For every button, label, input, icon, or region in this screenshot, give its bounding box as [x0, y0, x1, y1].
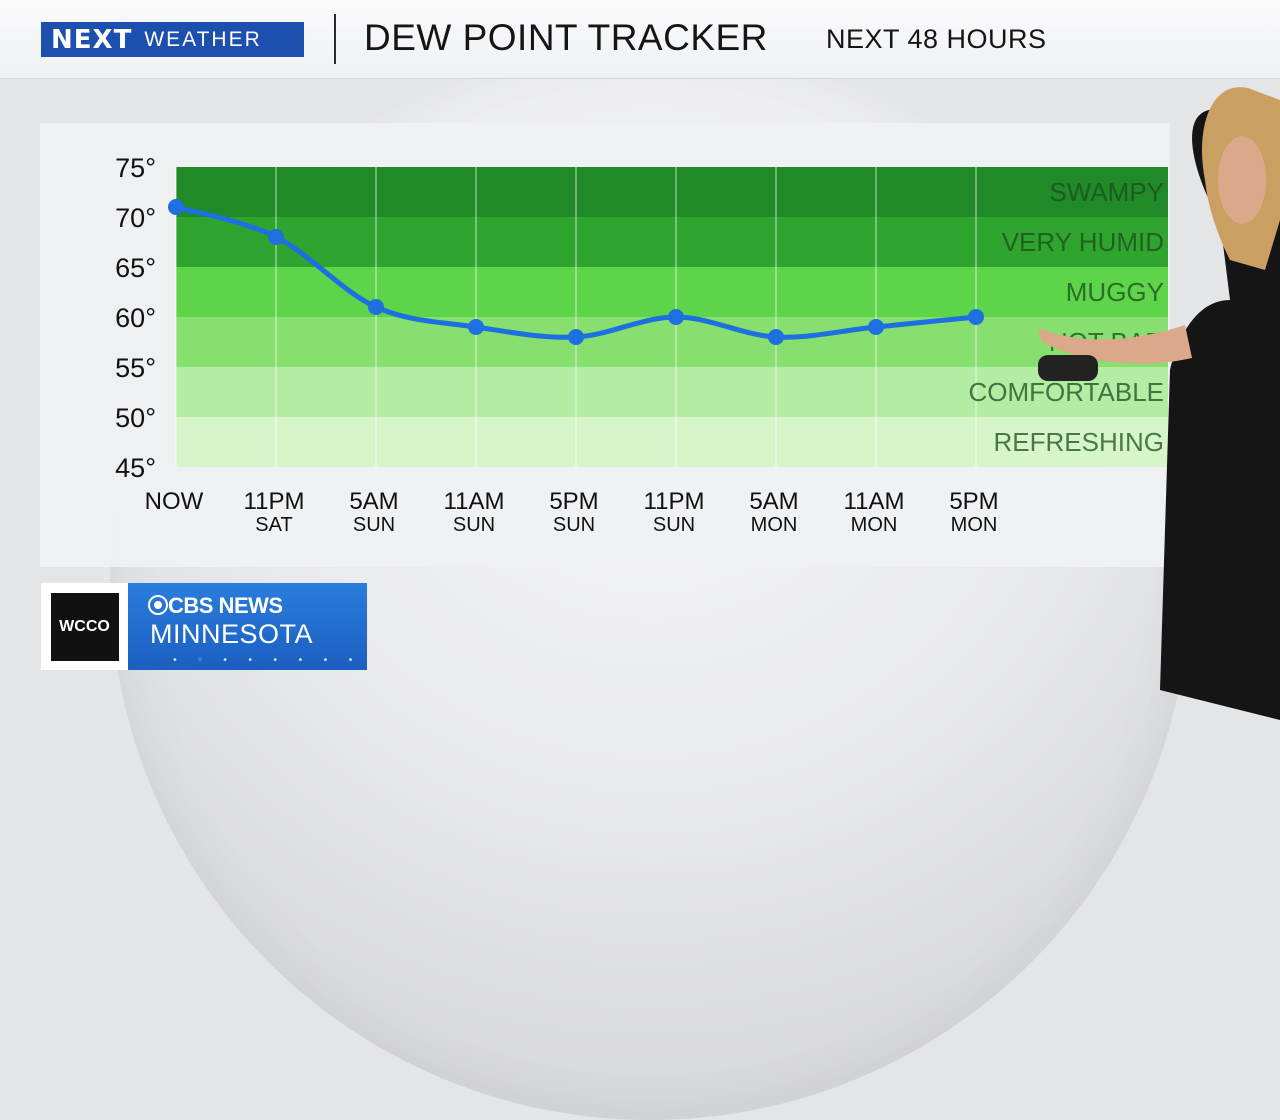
data-point	[168, 199, 184, 215]
band-label: COMFORTABLE	[968, 377, 1164, 407]
x-tick-time: 5PM	[549, 488, 598, 515]
data-point	[968, 309, 984, 325]
decorative-dots: • ◦ • • • • • •	[172, 655, 362, 666]
band-label: SWAMPY	[1049, 177, 1164, 207]
wcco-logo: WCCO	[50, 592, 119, 661]
logo-weather-text: WEATHER	[144, 27, 262, 51]
presenter-figure	[1038, 87, 1280, 720]
band-refreshing	[176, 417, 1168, 467]
header-divider	[334, 14, 336, 64]
data-point	[768, 329, 784, 345]
next-weather-logo: NEXT WEATHER	[41, 22, 304, 57]
x-tick-day: SUN	[353, 514, 395, 536]
y-tick-label: 50°	[115, 403, 156, 433]
x-tick-time: 11AM	[844, 488, 905, 515]
page-subtitle: NEXT 48 HOURS	[826, 24, 1047, 54]
band-very-humid	[176, 217, 1168, 267]
x-tick-day: SUN	[653, 514, 695, 536]
band-muggy	[176, 267, 1168, 317]
x-tick-time: 5AM	[749, 488, 798, 515]
x-tick-time: 5AM	[349, 488, 398, 515]
logo-next-text: NEXT	[51, 24, 133, 55]
y-tick-label: 75°	[115, 153, 156, 183]
x-tick-time: 11PM	[644, 488, 705, 515]
y-tick-label: 65°	[115, 253, 156, 283]
band-swampy	[176, 167, 1168, 217]
y-tick-label: 60°	[115, 303, 156, 333]
x-tick-day: SAT	[255, 514, 292, 536]
x-tick-time: NOW	[145, 488, 204, 515]
band-label: REFRESHING	[994, 427, 1164, 457]
x-tick-day: MON	[851, 514, 898, 536]
data-point	[868, 319, 884, 335]
band-not-bad	[176, 317, 1168, 367]
cbs-news-minnesota-logo: CBS NEWS MINNESOTA • ◦ • • • • • •	[128, 583, 367, 670]
band-comfortable	[176, 367, 1168, 417]
band-label: MUGGY	[1066, 277, 1164, 307]
x-tick-day: MON	[751, 514, 798, 536]
data-point	[268, 229, 284, 245]
wcco-logo-frame: WCCO	[41, 583, 128, 670]
cbs-news-text: CBS NEWS	[168, 593, 283, 618]
data-point	[568, 329, 584, 345]
cbs-eye-icon	[148, 595, 168, 615]
x-tick-time: 11AM	[444, 488, 505, 515]
data-point	[368, 299, 384, 315]
x-tick-day: MON	[951, 514, 998, 536]
data-point	[668, 309, 684, 325]
header-bar: NEXT WEATHER DEW POINT TRACKER NEXT 48 H…	[0, 0, 1280, 79]
x-tick-time: 5PM	[949, 488, 998, 515]
y-tick-label: 45°	[115, 453, 156, 483]
x-tick-time: 11PM	[244, 488, 305, 515]
band-label: VERY HUMID	[1002, 227, 1164, 257]
station-branding: WCCO CBS NEWS MINNESOTA • ◦ • • • • • •	[41, 583, 367, 670]
data-point	[468, 319, 484, 335]
y-tick-label: 70°	[115, 203, 156, 233]
x-tick-day: SUN	[553, 514, 595, 536]
minnesota-text: MINNESOTA	[150, 619, 314, 649]
page-title: DEW POINT TRACKER	[364, 17, 768, 58]
x-tick-day: SUN	[453, 514, 495, 536]
y-tick-label: 55°	[115, 353, 156, 383]
